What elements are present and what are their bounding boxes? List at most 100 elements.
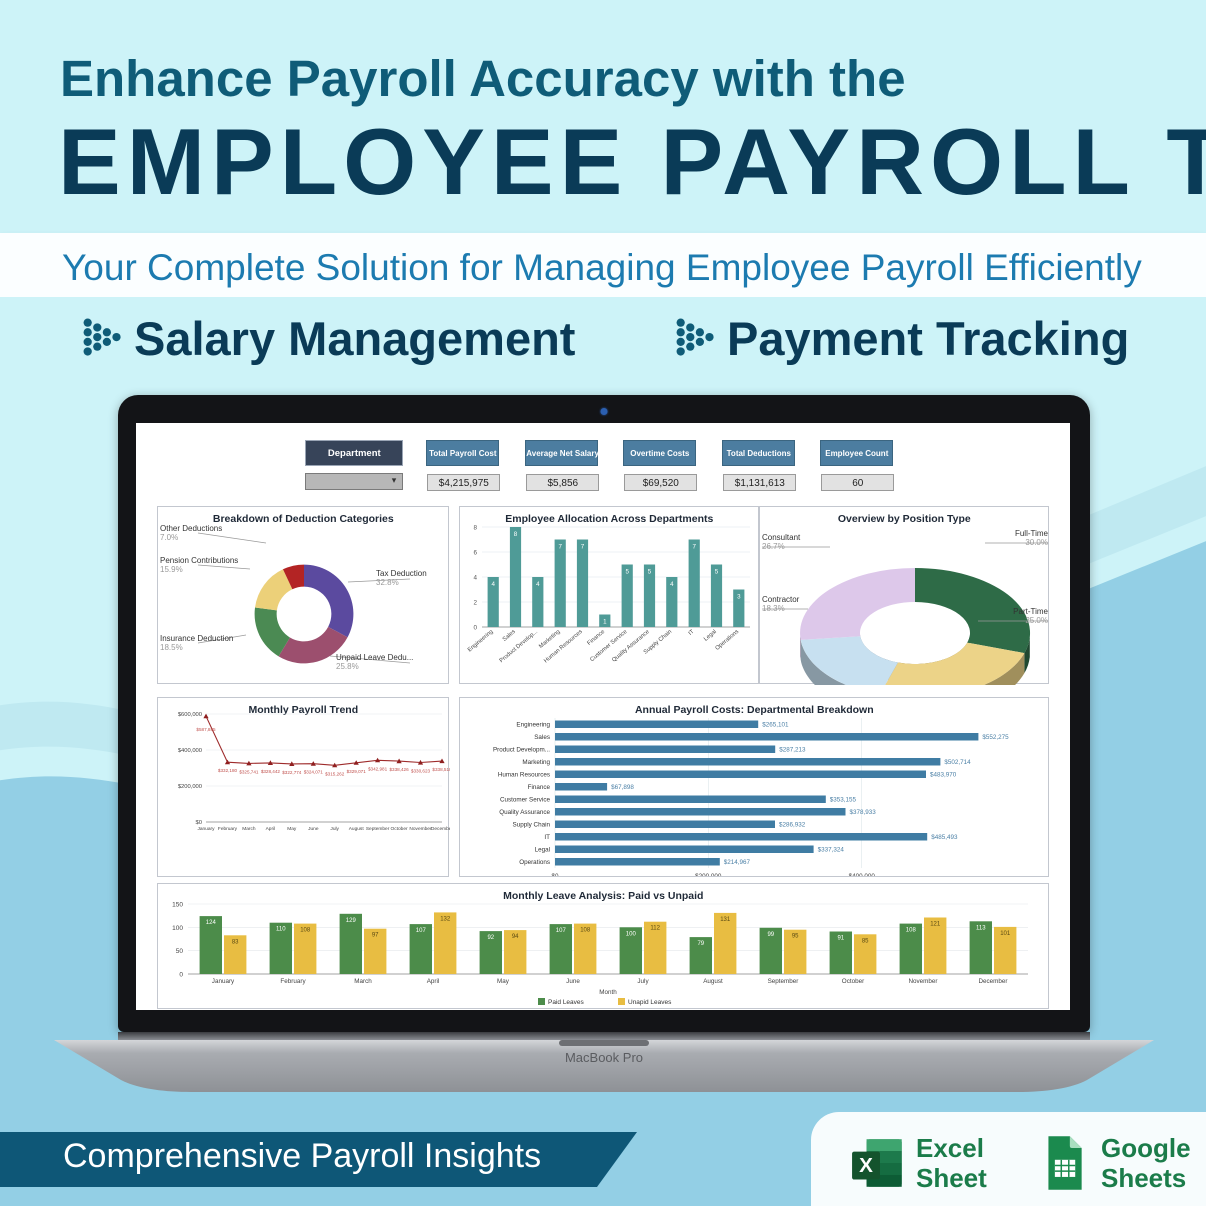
svg-text:30.0%: 30.0% (1026, 538, 1049, 547)
svg-text:150: 150 (172, 901, 183, 908)
svg-text:$0: $0 (552, 873, 560, 876)
svg-text:Tax Deduction: Tax Deduction (376, 569, 427, 578)
svg-text:Legal: Legal (703, 629, 718, 643)
svg-text:113: 113 (976, 925, 986, 931)
svg-text:Part-Time: Part-Time (1013, 607, 1048, 616)
svg-text:May: May (497, 978, 510, 985)
svg-text:March: March (243, 826, 257, 832)
svg-text:February: February (281, 978, 307, 985)
svg-text:Full-Time: Full-Time (1015, 529, 1049, 538)
svg-text:7: 7 (693, 543, 697, 550)
svg-text:94: 94 (512, 934, 519, 940)
svg-text:December: December (979, 978, 1008, 985)
svg-text:$400,000: $400,000 (849, 873, 876, 876)
svg-text:Customer Service: Customer Service (500, 796, 551, 803)
svg-text:18.5%: 18.5% (160, 643, 183, 652)
svg-text:June: June (308, 826, 319, 832)
svg-text:15.9%: 15.9% (160, 565, 183, 574)
svg-text:Human Resources: Human Resources (543, 629, 584, 665)
svg-text:Human Resources: Human Resources (498, 771, 550, 778)
svg-text:92: 92 (488, 935, 495, 941)
svg-text:7.0%: 7.0% (160, 533, 178, 542)
svg-text:$328,442: $328,442 (261, 769, 281, 774)
svg-text:3: 3 (737, 593, 741, 600)
svg-text:Month: Month (600, 989, 618, 996)
svg-text:$200,000: $200,000 (178, 784, 202, 790)
svg-text:January: January (212, 978, 235, 985)
svg-text:$322,774: $322,774 (283, 770, 303, 775)
svg-text:112: 112 (651, 925, 661, 931)
svg-text:Quality Assurance: Quality Assurance (500, 809, 551, 816)
svg-text:$286,932: $286,932 (779, 821, 806, 828)
svg-text:108: 108 (580, 927, 591, 933)
svg-text:4: 4 (474, 574, 478, 581)
svg-text:107: 107 (416, 928, 427, 934)
svg-text:November: November (909, 978, 938, 985)
svg-text:July: July (638, 978, 650, 985)
svg-text:4: 4 (492, 581, 496, 588)
svg-text:101: 101 (1000, 931, 1011, 937)
svg-text:83: 83 (232, 939, 239, 945)
svg-text:108: 108 (300, 927, 311, 933)
svg-text:$338,426: $338,426 (390, 767, 410, 772)
svg-text:Paid Leaves: Paid Leaves (548, 999, 585, 1006)
svg-text:108: 108 (906, 927, 917, 933)
svg-text:107: 107 (556, 928, 567, 934)
svg-text:X: X (859, 1154, 873, 1177)
svg-text:Sales: Sales (502, 629, 517, 643)
svg-text:October: October (842, 978, 864, 985)
svg-text:Finance: Finance (587, 629, 607, 647)
svg-text:25.0%: 25.0% (1026, 616, 1049, 625)
svg-text:Supply Chain: Supply Chain (513, 821, 551, 828)
svg-text:IT: IT (545, 834, 551, 841)
svg-text:August: August (349, 826, 365, 832)
svg-text:April: April (266, 826, 276, 832)
svg-text:$330,623: $330,623 (411, 768, 431, 773)
svg-text:7: 7 (559, 543, 563, 550)
svg-text:$342,981: $342,981 (368, 766, 388, 771)
svg-text:$214,967: $214,967 (724, 859, 751, 866)
svg-text:110: 110 (276, 926, 286, 932)
svg-text:Operations: Operations (519, 859, 550, 866)
svg-text:$0: $0 (196, 820, 202, 826)
svg-text:$265,101: $265,101 (762, 721, 789, 728)
svg-text:Product Develop...: Product Develop... (499, 628, 540, 664)
svg-text:Consultant: Consultant (762, 533, 801, 542)
svg-text:97: 97 (372, 932, 379, 938)
svg-text:August: August (703, 978, 723, 985)
svg-text:Insurance Deduction: Insurance Deduction (160, 634, 233, 643)
svg-text:129: 129 (346, 918, 357, 924)
svg-text:32.8%: 32.8% (376, 578, 399, 587)
svg-text:Engineering: Engineering (467, 629, 495, 653)
svg-text:0: 0 (180, 971, 184, 978)
svg-text:April: April (427, 978, 440, 985)
svg-text:Pension Contributions: Pension Contributions (160, 556, 238, 565)
svg-text:99: 99 (768, 932, 775, 938)
svg-text:Contractor: Contractor (762, 595, 800, 604)
svg-text:$324,071: $324,071 (304, 769, 324, 774)
svg-text:7: 7 (581, 543, 585, 550)
svg-text:December: December (431, 826, 450, 832)
svg-text:8: 8 (514, 531, 518, 538)
svg-text:5: 5 (648, 568, 652, 575)
svg-text:September: September (768, 978, 799, 985)
svg-text:26.7%: 26.7% (762, 542, 785, 551)
svg-text:50: 50 (176, 948, 184, 955)
svg-text:131: 131 (720, 917, 731, 923)
svg-text:6: 6 (474, 549, 478, 556)
svg-text:May: May (288, 826, 298, 832)
svg-text:September: September (366, 826, 390, 832)
svg-text:1: 1 (603, 618, 607, 625)
svg-text:$287,213: $287,213 (779, 746, 806, 753)
svg-text:IT: IT (688, 628, 696, 636)
svg-text:$325,741: $325,741 (240, 769, 260, 774)
svg-text:July: July (331, 826, 340, 832)
svg-text:0: 0 (474, 624, 478, 631)
svg-text:85: 85 (862, 938, 869, 944)
svg-text:June: June (566, 978, 580, 985)
svg-text:$67,898: $67,898 (611, 784, 634, 791)
svg-text:91: 91 (838, 935, 845, 941)
svg-text:$315,262: $315,262 (325, 771, 345, 776)
svg-text:$483,970: $483,970 (930, 771, 957, 778)
svg-text:Sales: Sales (535, 734, 551, 741)
